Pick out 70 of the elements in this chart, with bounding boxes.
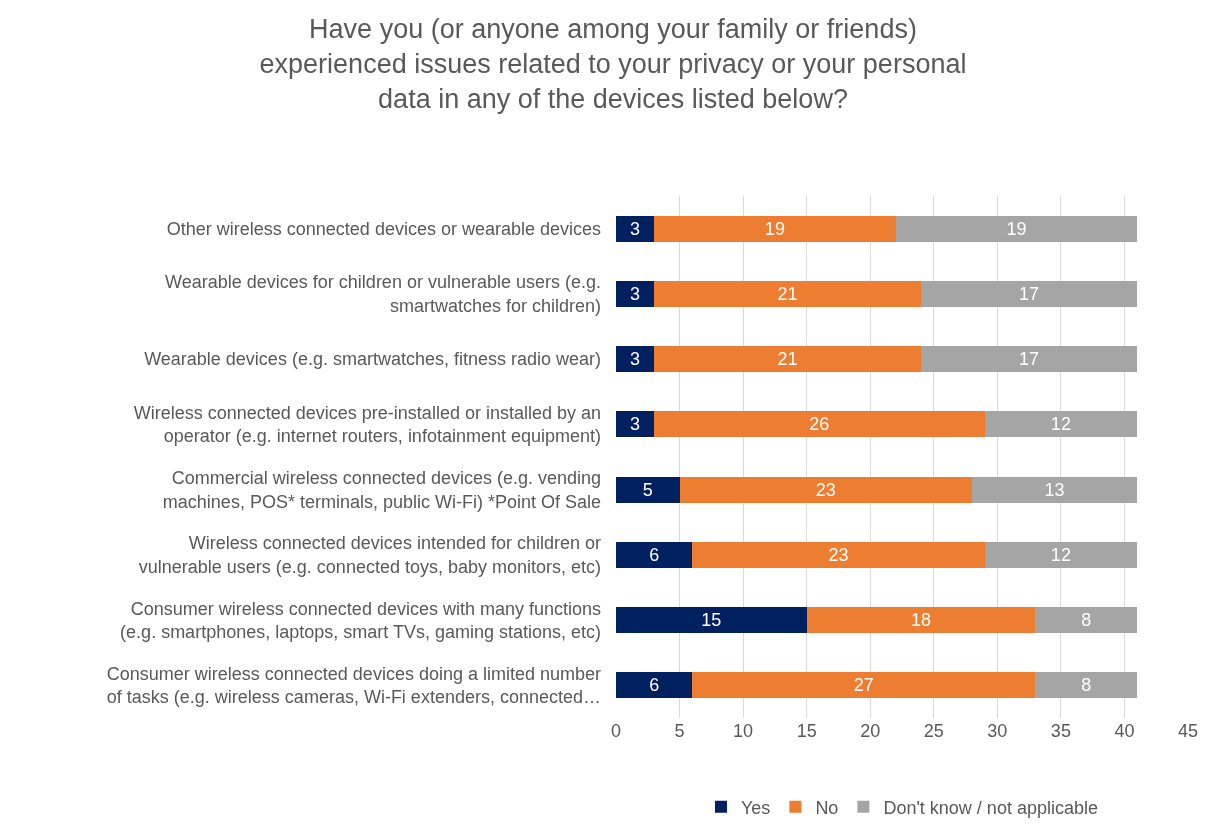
data-label: 3 xyxy=(630,414,641,435)
y-tick-label: Other wireless connected devices or wearable devices xyxy=(166,218,601,239)
x-tick-label: 40 xyxy=(1114,721,1135,741)
data-label: 23 xyxy=(828,544,849,565)
y-tick-label: Commercial wireless connected devices (e.g. vending machines, POS* terminals, public Wi-Fi) *Point Of Sale xyxy=(162,468,601,512)
data-label: 8 xyxy=(1081,675,1092,696)
bar xyxy=(806,607,1036,634)
y-tick-label: Wearable devices for children or vulnerable users (e.g. smartwatches for children) xyxy=(165,272,601,316)
x-tick-label: 0 xyxy=(610,721,622,741)
data-label: 3 xyxy=(630,349,641,370)
data-label: 19 xyxy=(764,218,785,239)
bar xyxy=(895,215,1138,242)
chart-title: Have you (or anyone among your family or friends) experienced issues related to your privacy or your personal data in any of the devices listed below? xyxy=(259,13,967,114)
data-label: 27 xyxy=(853,675,874,696)
y-tick-label: Wearable devices (e.g. smartwatches, fitness radio wear) xyxy=(144,349,601,370)
bar xyxy=(654,346,922,373)
bar xyxy=(692,541,985,568)
bar xyxy=(654,411,985,438)
bar xyxy=(971,476,1138,503)
x-tick-label: 25 xyxy=(923,721,944,741)
data-label: 15 xyxy=(701,610,722,631)
data-label: 6 xyxy=(649,544,660,565)
data-label: 23 xyxy=(815,479,836,500)
data-label: 12 xyxy=(1050,544,1071,565)
data-label: 12 xyxy=(1050,414,1071,435)
bar xyxy=(984,411,1138,438)
bar xyxy=(616,541,693,568)
data-label: 19 xyxy=(1006,218,1027,239)
bar xyxy=(616,672,693,699)
data-label: 21 xyxy=(777,349,798,370)
bar xyxy=(1035,672,1138,699)
data-label: 26 xyxy=(809,414,830,435)
bar xyxy=(616,346,655,373)
data-label: 3 xyxy=(630,218,641,239)
x-tick-label: 45 xyxy=(1177,721,1199,741)
data-label: 5 xyxy=(642,479,653,500)
y-tick-label: Wireless connected devices pre-installed or installed by an operator (e.g. internet routers, infotainment equipment) xyxy=(133,402,601,447)
data-label: 17 xyxy=(1019,349,1040,370)
legend-label: No xyxy=(815,797,839,818)
y-tick-label: Consumer wireless connected devices with many functions (e.g. smartphones, laptops, smart TVs, gaming stations, etc) xyxy=(120,598,601,643)
bar xyxy=(616,215,655,242)
bar xyxy=(616,476,680,503)
x-tick-label: 15 xyxy=(796,721,817,741)
data-label: 17 xyxy=(1019,283,1040,304)
data-label: 13 xyxy=(1044,479,1065,500)
y-tick-label: Wireless connected devices intended for children or vulnerable users (e.g. connected toys, baby monitors, etc) xyxy=(138,533,601,577)
x-tick-label: 5 xyxy=(674,721,685,741)
x-tick-label: 30 xyxy=(987,721,1008,741)
x-tick-label: 20 xyxy=(860,721,881,741)
data-label: 21 xyxy=(777,283,798,304)
bar xyxy=(654,280,922,307)
bar xyxy=(921,346,1138,373)
legend-label: Don't know / not applicable xyxy=(883,797,1098,818)
x-tick-label: 10 xyxy=(733,721,754,741)
data-label: 6 xyxy=(649,675,660,696)
y-tick-label: Consumer wireless connected devices doing a limited number of tasks (e.g. wireless cameras, Wi-Fi extenders, connected… xyxy=(106,663,601,708)
bar xyxy=(616,280,655,307)
bar xyxy=(616,607,807,634)
bar xyxy=(921,280,1138,307)
bar xyxy=(1035,607,1138,634)
data-label: 8 xyxy=(1081,610,1092,631)
bar xyxy=(679,476,972,503)
bar xyxy=(984,541,1138,568)
bar xyxy=(692,672,1036,699)
bar xyxy=(654,215,896,242)
data-label: 18 xyxy=(911,610,932,631)
bar xyxy=(616,411,655,438)
data-label: 3 xyxy=(630,283,641,304)
x-tick-label: 35 xyxy=(1050,721,1071,741)
legend-label: Yes xyxy=(741,797,771,818)
